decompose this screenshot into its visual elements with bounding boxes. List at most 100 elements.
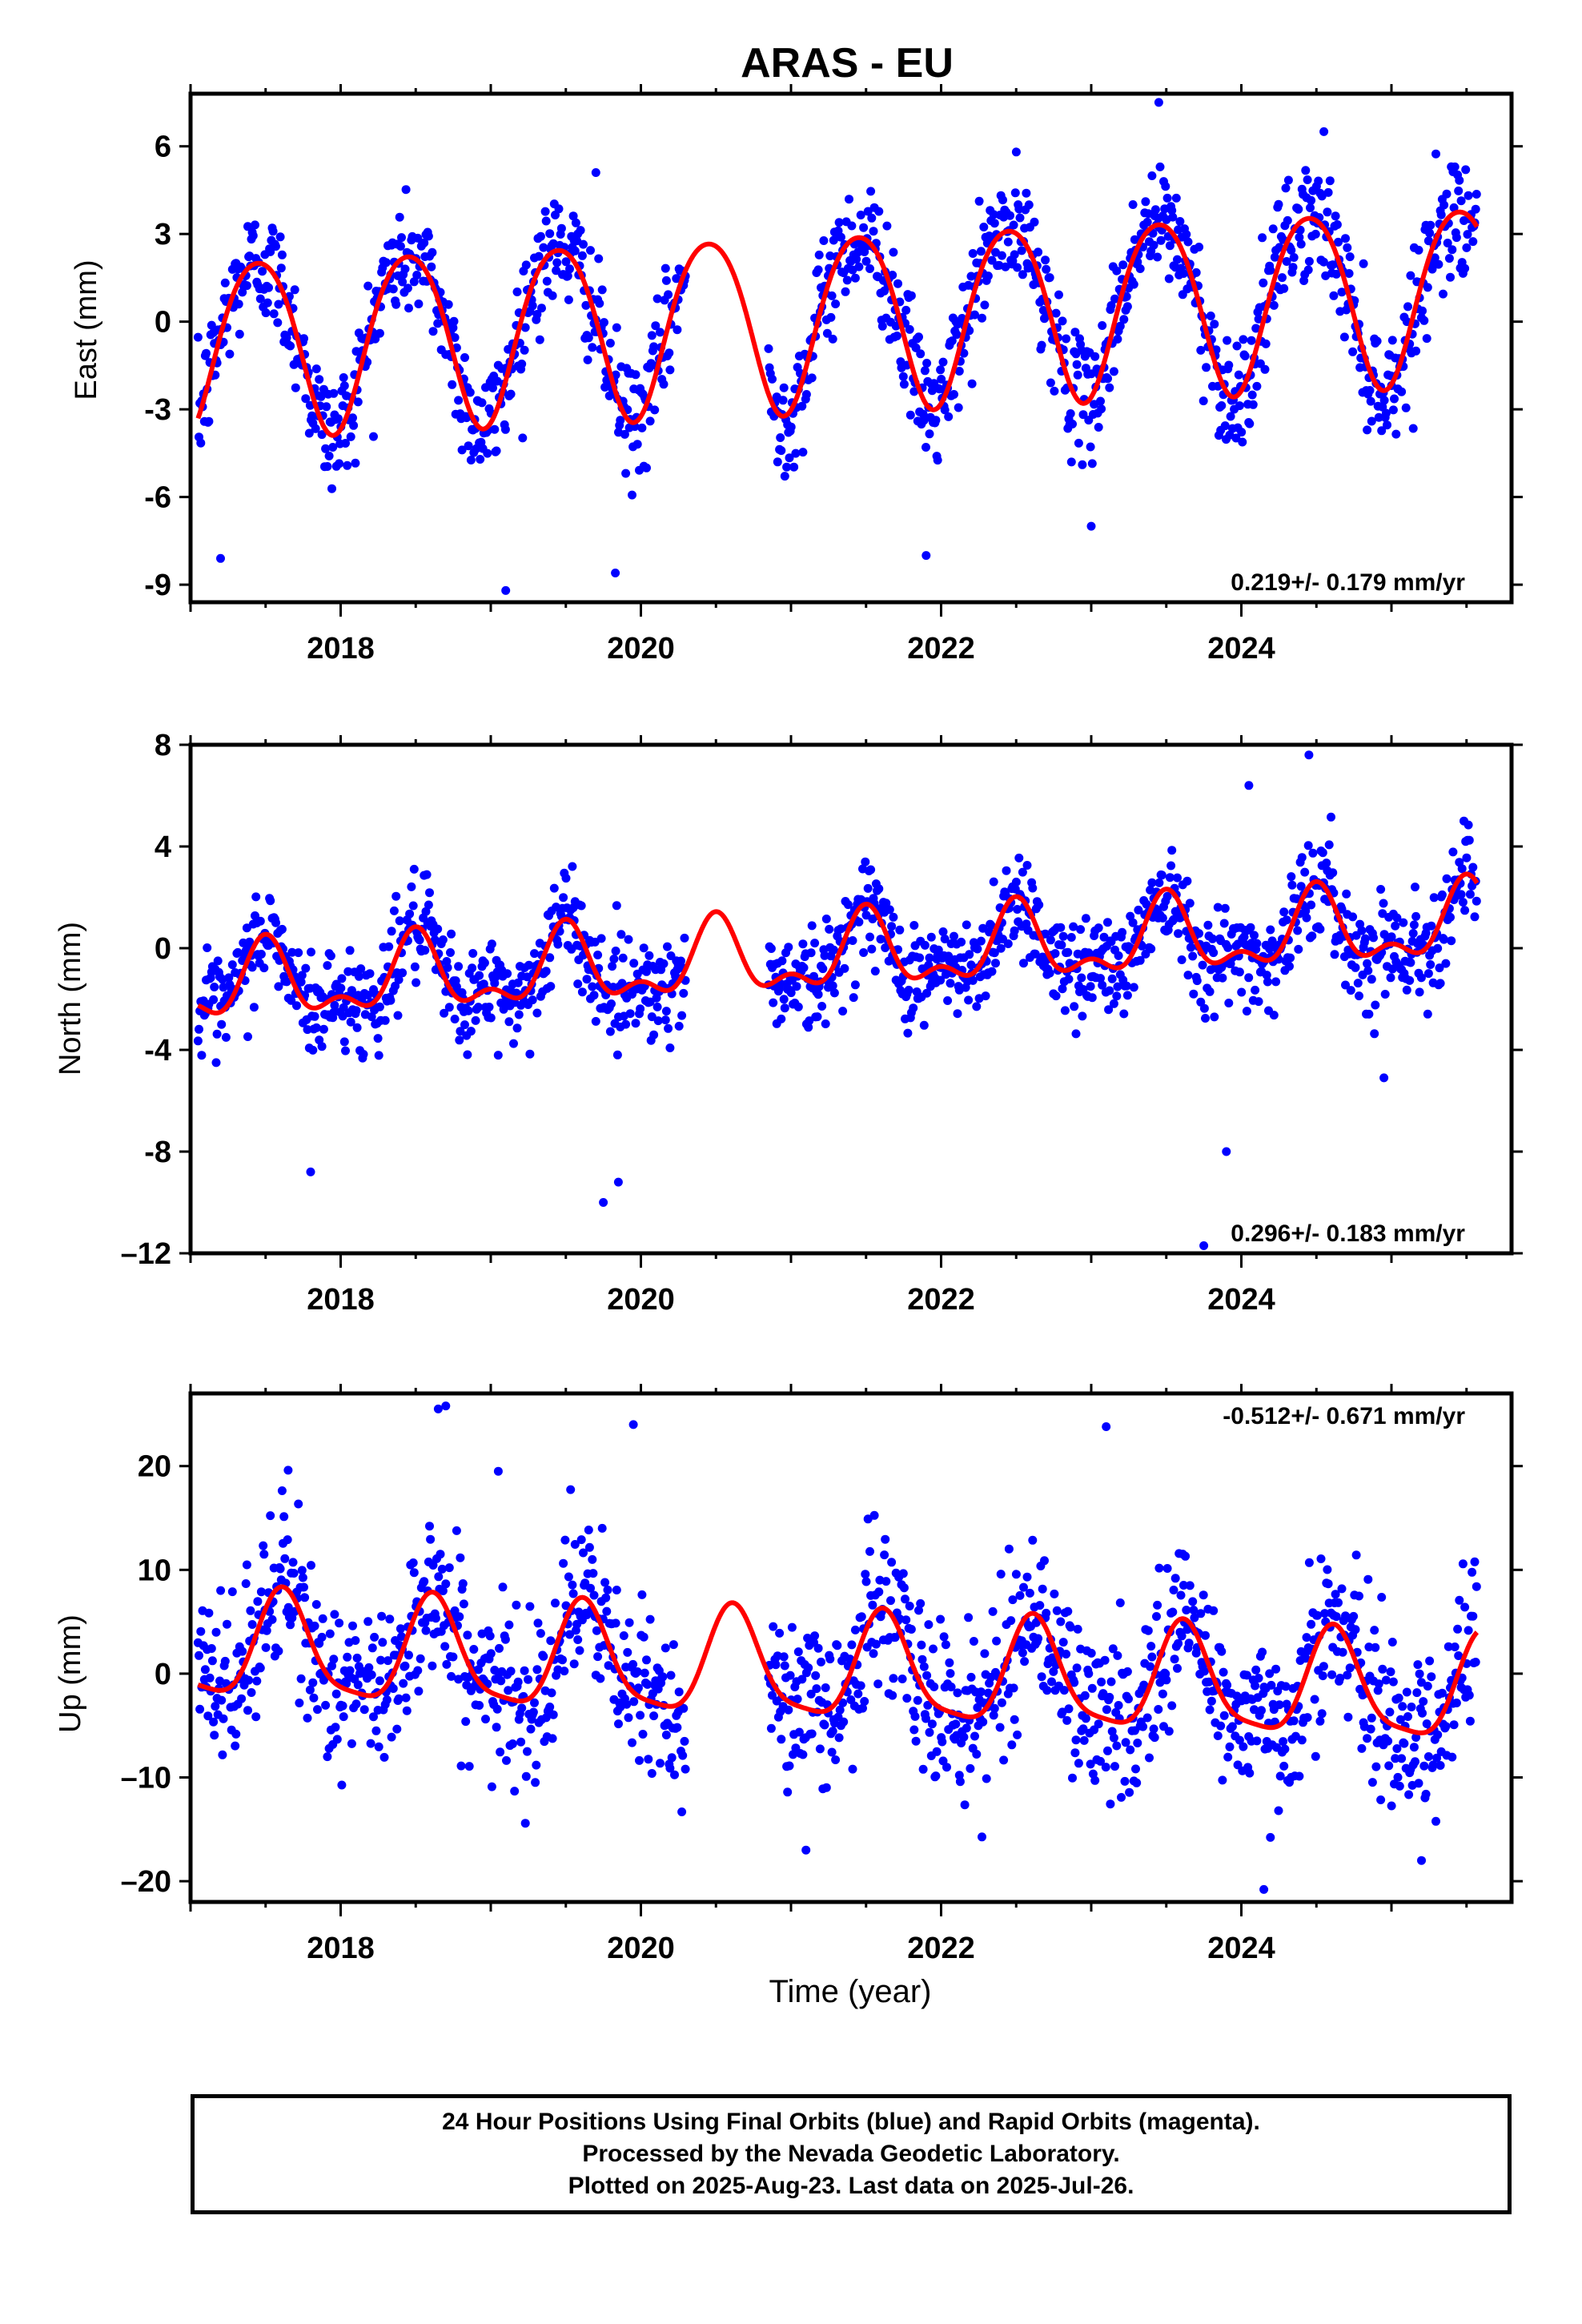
- up-data-point: [1310, 1695, 1319, 1704]
- north-data-point: [903, 1028, 913, 1038]
- up-data-point: [299, 1582, 308, 1592]
- up-data-point: [589, 1590, 599, 1600]
- north-data-point: [769, 998, 778, 1007]
- east-data-point: [1306, 203, 1315, 212]
- east-data-point: [304, 428, 314, 438]
- up-data-point: [1013, 1730, 1022, 1739]
- north-data-point: [1322, 858, 1331, 868]
- east-data-point: [363, 281, 373, 291]
- east-data-point: [554, 204, 564, 214]
- north-data-point: [1250, 931, 1259, 940]
- up-data-point: [1419, 1697, 1428, 1707]
- north-data-point: [1308, 848, 1318, 858]
- up-data-point: [820, 1720, 829, 1730]
- east-data-point: [921, 443, 930, 452]
- up-data-point: [496, 1747, 505, 1757]
- north-data-point: [317, 1042, 327, 1051]
- up-data-point: [539, 1651, 548, 1661]
- north-data-point: [1119, 1009, 1129, 1019]
- east-data-point: [457, 445, 467, 455]
- north-data-point: [193, 1036, 203, 1046]
- up-data-point: [602, 1606, 612, 1616]
- up-data-point: [1385, 1707, 1395, 1717]
- east-data-point: [852, 255, 861, 264]
- up-data-point: [1377, 1593, 1387, 1602]
- east-data-point: [409, 277, 419, 287]
- east-data-point: [1401, 403, 1411, 412]
- north-data-point: [203, 943, 212, 952]
- north-data-point: [1122, 991, 1132, 1000]
- up-data-point: [1455, 1595, 1464, 1605]
- north-data-point: [415, 935, 424, 945]
- north-data-point: [384, 942, 394, 951]
- up-data-point: [623, 1647, 632, 1657]
- up-data-point: [413, 1666, 423, 1675]
- east-x-tick-label: 2020: [607, 632, 675, 665]
- up-data-point: [588, 1569, 598, 1578]
- north-data-point: [227, 960, 237, 970]
- east-data-point: [819, 236, 829, 245]
- up-data-point: [1280, 1744, 1290, 1754]
- up-data-point: [588, 1554, 597, 1564]
- north-data-point: [909, 921, 919, 930]
- up-data-point: [1007, 1740, 1017, 1750]
- north-data-point: [1011, 877, 1021, 887]
- up-data-point: [1423, 1682, 1432, 1691]
- up-data-point: [456, 1761, 466, 1771]
- east-data-point: [1122, 292, 1131, 301]
- east-y-tick-label: 0: [155, 306, 171, 340]
- up-data-point: [1035, 1601, 1045, 1610]
- up-data-point: [524, 1675, 533, 1684]
- east-data-point: [413, 233, 423, 243]
- east-data-point: [1178, 269, 1188, 278]
- north-data-point: [1342, 889, 1351, 899]
- up-points-layer: [193, 1401, 1481, 1894]
- up-data-point: [371, 1726, 381, 1735]
- up-y-tick-label: 10: [138, 1554, 171, 1587]
- up-data-point: [1040, 1556, 1049, 1566]
- east-data-point: [1359, 259, 1368, 268]
- east-data-point: [1074, 438, 1083, 448]
- north-data-point: [829, 988, 839, 998]
- north-data-point: [528, 995, 537, 1005]
- up-data-point: [1063, 1606, 1073, 1616]
- north-data-point: [245, 937, 255, 947]
- east-data-point: [1030, 217, 1039, 227]
- up-data-point: [209, 1717, 219, 1727]
- north-data-point: [863, 883, 873, 893]
- east-data-point: [1073, 370, 1082, 380]
- up-data-point: [1113, 1651, 1122, 1660]
- north-data-point: [989, 877, 998, 887]
- north-data-point: [1109, 999, 1118, 1008]
- up-data-point: [496, 1676, 506, 1686]
- up-data-point: [573, 1635, 583, 1644]
- up-data-point: [338, 1701, 347, 1711]
- east-data-point: [395, 212, 404, 222]
- up-data-point: [1209, 1606, 1219, 1615]
- east-data-point: [311, 424, 320, 433]
- up-data-point: [1121, 1738, 1130, 1747]
- footer-line-1: 24 Hour Positions Using Final Orbits (bl…: [442, 2109, 1260, 2135]
- up-data-point: [205, 1673, 215, 1683]
- east-data-point: [1331, 211, 1340, 221]
- east-data-point: [1066, 457, 1076, 467]
- panel-east: -9 -6 -3 0 3 6 2018 2020 2022 2024 East (mm) 0.21…: [70, 84, 1523, 665]
- up-data-point: [1120, 1776, 1130, 1786]
- north-data-point: [310, 1011, 319, 1021]
- east-rate-label: 0.219+/- 0.179 mm/yr: [1231, 569, 1465, 596]
- north-data-point: [625, 1009, 635, 1019]
- north-data-point: [1057, 940, 1066, 950]
- east-data-point: [1058, 316, 1067, 326]
- north-data-point: [209, 995, 219, 1004]
- north-x-tick-label: 2024: [1207, 1283, 1275, 1317]
- east-outlier-point: [1154, 98, 1163, 107]
- east-data-point: [1109, 367, 1118, 376]
- up-data-point: [1460, 1602, 1470, 1612]
- north-data-point: [1246, 923, 1255, 932]
- up-data-point: [375, 1676, 384, 1686]
- north-data-point: [259, 963, 269, 973]
- north-data-point: [1402, 985, 1411, 995]
- up-data-point: [1125, 1787, 1134, 1797]
- east-data-point: [997, 251, 1006, 260]
- up-data-point: [1402, 1687, 1411, 1697]
